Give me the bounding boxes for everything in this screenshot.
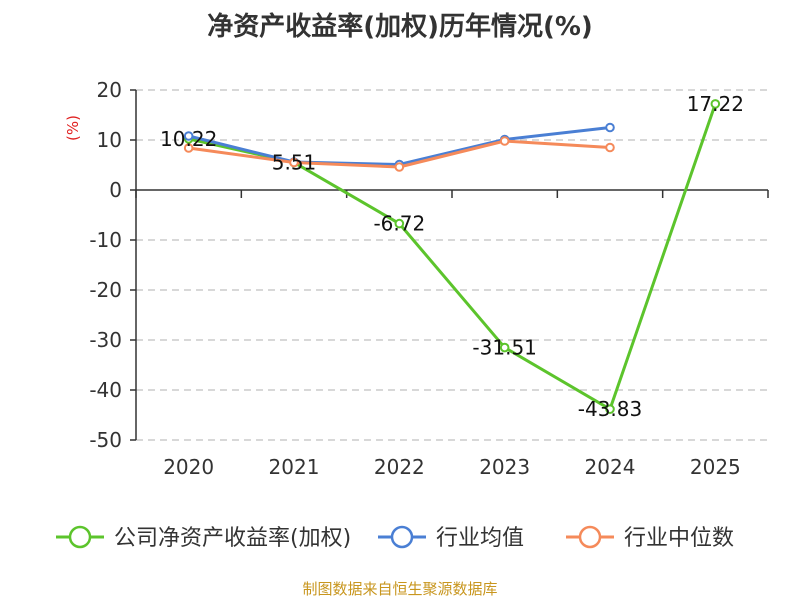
x-tick-label-2023: 2023 — [479, 455, 530, 479]
series-lines — [183, 99, 721, 414]
series-2-point-2021 — [289, 157, 299, 168]
data-label-2021: 5.51 — [272, 150, 317, 174]
series-0-point-2024 — [605, 404, 615, 414]
series-line-0 — [188, 103, 717, 411]
x-tick-label-2020: 2020 — [163, 455, 214, 479]
axes — [130, 89, 769, 441]
y-tick-label-3: -10 — [89, 228, 122, 252]
y-tick-label-7: -50 — [89, 428, 122, 452]
chart-title: 净资产收益率(加权)历年情况(%) — [207, 12, 593, 42]
legend-marker-0 — [68, 525, 92, 549]
x-tick-label-2025: 2025 — [690, 455, 741, 479]
series-0-point-2023 — [499, 342, 510, 353]
y-tick-labels: 20 10 0 -10 -20 -30 -40 -50 — [89, 78, 122, 452]
y-axis-label: (%) — [64, 115, 82, 141]
x-tick-labels: 2020 2021 2022 2023 2024 2025 — [163, 455, 741, 479]
series-2-point-2024 — [605, 142, 615, 153]
series-1-point-2020 — [183, 131, 194, 141]
x-tick-label-2021: 2021 — [269, 455, 320, 479]
data-label-2023: -31.51 — [472, 336, 536, 360]
series-2-point-2023 — [499, 136, 510, 146]
series-line-1 — [188, 126, 611, 166]
data-labels: 10.22 5.51 -6.72 -31.51 -43.83 17.22 — [160, 92, 744, 421]
data-label-2022: -6.72 — [373, 212, 425, 236]
legend-label-0: 公司净资产收益率(加权) — [114, 526, 351, 551]
data-label-2024: -43.83 — [578, 397, 642, 421]
y-tick-label-5: -30 — [89, 328, 122, 352]
x-tick-label-2022: 2022 — [374, 455, 425, 479]
y-tick-label-6: -40 — [89, 378, 122, 402]
series-2-point-2022 — [394, 162, 405, 172]
y-tick-label-4: -20 — [89, 278, 122, 302]
series-0-point-2022 — [394, 218, 405, 229]
legend-label-2: 行业中位数 — [624, 526, 734, 551]
y-tick-label-2: 0 — [109, 178, 122, 202]
y-tick-label-0: 20 — [97, 78, 122, 102]
data-label-2025: 17.22 — [687, 92, 744, 116]
legend-marker-1 — [390, 525, 414, 549]
series-1-point-2024 — [605, 122, 615, 133]
series-0-point-2025 — [710, 99, 721, 109]
data-label-2020: 10.22 — [160, 127, 217, 151]
x-tick-label-2024: 2024 — [585, 455, 636, 479]
y-tick-label-1: 10 — [97, 128, 122, 152]
grid-lines — [136, 89, 768, 441]
legend-label-1: 行业均值 — [436, 526, 524, 551]
series-2-point-2020 — [183, 143, 194, 153]
legend-marker-2 — [578, 525, 602, 549]
data-source-note: 制图数据来自恒生聚源数据库 — [302, 580, 498, 598]
legend: 公司净资产收益率(加权) 行业均值 行业中位数 — [56, 525, 734, 551]
